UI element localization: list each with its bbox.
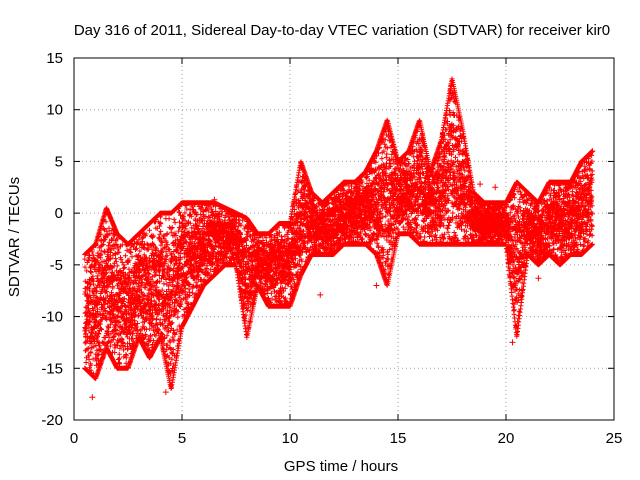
outlier-point bbox=[211, 196, 218, 203]
y-tick-label: 5 bbox=[55, 153, 63, 170]
y-tick-label: -15 bbox=[41, 360, 63, 377]
chart-title: Day 316 of 2011, Sidereal Day-to-day VTE… bbox=[74, 22, 610, 39]
outlier-point bbox=[162, 389, 169, 396]
x-axis-label: GPS time / hours bbox=[284, 458, 398, 475]
y-tick-label: -5 bbox=[50, 257, 63, 274]
y-axis-label: SDTVAR / TECUs bbox=[6, 177, 23, 297]
outlier-point bbox=[317, 291, 324, 298]
x-tick-label: 5 bbox=[178, 430, 186, 447]
plot-frame bbox=[73, 57, 615, 421]
x-tick-label: 25 bbox=[606, 430, 623, 447]
x-tick-label: 20 bbox=[498, 430, 515, 447]
y-tick-label: 0 bbox=[55, 205, 63, 222]
x-tick-label: 10 bbox=[282, 430, 299, 447]
outlier-point bbox=[589, 148, 596, 155]
scatter-points bbox=[82, 76, 595, 391]
outlier-point bbox=[477, 181, 484, 188]
y-tick-label: 15 bbox=[46, 50, 63, 67]
outlier-point bbox=[509, 339, 516, 346]
axis-ticks: 0 5 10 15 20 25 -20 -15 -10 -5 0 5 10 15 bbox=[41, 50, 622, 447]
outlier-point bbox=[535, 275, 542, 282]
outlier-point bbox=[373, 282, 380, 289]
outlier-point bbox=[492, 184, 499, 191]
y-tick-label: 10 bbox=[46, 102, 63, 119]
y-tick-label: -20 bbox=[41, 412, 63, 429]
y-tick-label: -10 bbox=[41, 309, 63, 326]
x-tick-label: 15 bbox=[390, 430, 407, 447]
outlier-point bbox=[89, 394, 96, 401]
x-tick-label: 0 bbox=[70, 430, 78, 447]
data-layer bbox=[82, 76, 596, 401]
